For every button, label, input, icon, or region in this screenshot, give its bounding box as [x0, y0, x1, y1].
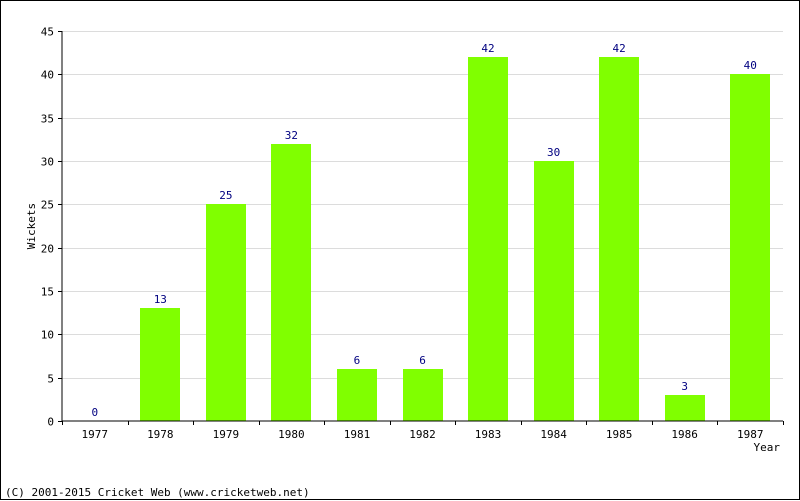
y-tick-label: 10 — [41, 329, 54, 342]
y-tick-label: 20 — [41, 243, 54, 256]
x-tick-label: 1987 — [737, 428, 764, 441]
bar — [140, 308, 180, 421]
x-tick-label: 1980 — [278, 428, 305, 441]
data-label: 0 — [91, 406, 98, 419]
x-tick-labels: 1977 1978 1979 1980 1981 1982 1983 1984 1985 1986… — [82, 428, 764, 441]
y-tick-label: 30 — [41, 156, 54, 169]
data-label: 40 — [744, 59, 757, 72]
data-label: 42 — [481, 42, 494, 55]
y-tick-label: 5 — [47, 373, 54, 386]
y-tick-labels: 0 5 10 15 20 25 30 35 40 45 — [41, 26, 54, 429]
y-tick-label: 0 — [47, 416, 54, 429]
data-label: 6 — [419, 354, 426, 367]
y-tick-label: 35 — [41, 113, 54, 126]
data-label: 6 — [354, 354, 361, 367]
bar — [665, 395, 705, 421]
x-tick-label: 1979 — [213, 428, 240, 441]
x-axis-label: Year — [754, 441, 781, 454]
grid-lines — [62, 31, 783, 379]
y-tick-label: 15 — [41, 286, 54, 299]
x-tick-label: 1982 — [409, 428, 436, 441]
data-label: 32 — [285, 129, 298, 142]
bar — [403, 369, 443, 421]
y-axis-label: Wickets — [25, 203, 38, 249]
bar — [337, 369, 377, 421]
copyright-footer: (C) 2001-2015 Cricket Web (www.cricketwe… — [5, 486, 310, 499]
data-label: 42 — [613, 42, 626, 55]
data-label: 25 — [219, 189, 232, 202]
data-label: 3 — [681, 380, 688, 393]
x-tick-label: 1977 — [82, 428, 109, 441]
axes — [58, 31, 784, 425]
bar — [206, 204, 246, 421]
y-tick-label: 40 — [41, 69, 54, 82]
data-label: 13 — [154, 293, 167, 306]
data-labels: 0 13 25 32 6 6 42 30 42 3 40 — [91, 42, 756, 419]
bar — [730, 74, 770, 421]
bar — [468, 57, 508, 421]
bar — [599, 57, 639, 421]
data-label: 30 — [547, 146, 560, 159]
x-tick-label: 1983 — [475, 428, 502, 441]
bar — [271, 144, 311, 421]
bar — [534, 161, 574, 421]
x-tick-label: 1981 — [344, 428, 371, 441]
x-tick-label: 1985 — [606, 428, 633, 441]
x-tick-label: 1986 — [671, 428, 698, 441]
x-tick-label: 1978 — [147, 428, 174, 441]
bar-series — [140, 57, 770, 421]
y-tick-label: 45 — [41, 26, 54, 39]
y-tick-label: 25 — [41, 199, 54, 212]
x-tick-label: 1984 — [540, 428, 567, 441]
